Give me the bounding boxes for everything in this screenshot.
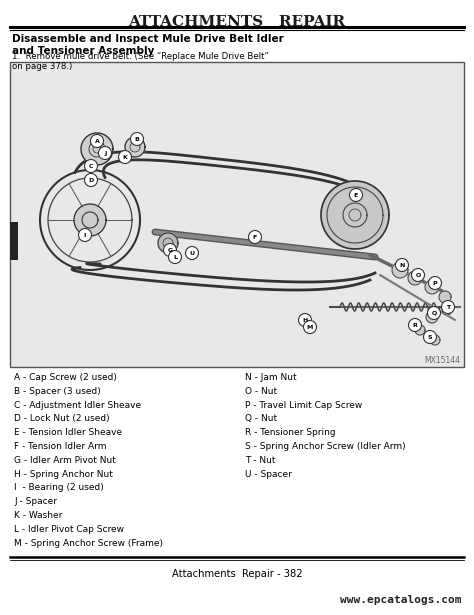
Polygon shape [158,233,178,253]
Text: H: H [302,317,308,322]
Text: www.epcatalogs.com: www.epcatalogs.com [340,595,462,605]
Text: MX15144: MX15144 [424,356,460,365]
Text: O - Nut: O - Nut [245,387,277,396]
Polygon shape [408,271,422,285]
Circle shape [441,301,455,314]
Circle shape [91,135,103,148]
Polygon shape [439,291,451,303]
Text: G - Idler Arm Pivot Nut: G - Idler Arm Pivot Nut [14,456,116,465]
Text: C - Adjustment Idler Sheave: C - Adjustment Idler Sheave [14,400,141,410]
Polygon shape [125,137,145,157]
Text: T - Nut: T - Nut [245,456,275,465]
Polygon shape [81,133,113,165]
Polygon shape [392,262,408,278]
Text: N: N [399,263,405,268]
Text: P - Travel Limit Cap Screw: P - Travel Limit Cap Screw [245,400,362,410]
Circle shape [303,320,317,333]
Circle shape [130,132,144,146]
Text: R: R [412,322,418,328]
Text: O: O [415,272,420,277]
Text: U - Spacer: U - Spacer [245,470,292,478]
Polygon shape [442,305,452,315]
Text: B: B [135,137,139,141]
Text: C: C [89,164,93,169]
Circle shape [423,330,437,344]
Text: H - Spring Anchor Nut: H - Spring Anchor Nut [14,470,113,478]
Circle shape [428,306,440,320]
Circle shape [349,189,363,202]
Bar [10,62,464,367]
Polygon shape [415,325,425,335]
Circle shape [428,277,441,290]
Text: F: F [253,234,257,239]
Text: Attachments  Repair - 382: Attachments Repair - 382 [172,569,302,579]
Circle shape [409,319,421,331]
Text: A: A [94,138,100,143]
Text: L: L [173,255,177,260]
Bar [10,222,18,260]
Text: S - Spring Anchor Screw (Idler Arm): S - Spring Anchor Screw (Idler Arm) [245,442,406,451]
Text: G: G [167,247,173,253]
Circle shape [299,314,311,327]
Text: E: E [354,192,358,197]
Circle shape [164,244,176,256]
Text: U: U [190,250,194,255]
Text: E - Tension Idler Sheave: E - Tension Idler Sheave [14,428,122,437]
Text: 1.  Remove mule drive belt. (See “Replace Mule Drive Belt”
on page 378.): 1. Remove mule drive belt. (See “Replace… [12,52,269,71]
Text: M: M [307,325,313,330]
Polygon shape [74,204,106,236]
Text: L - Idler Pivot Cap Screw: L - Idler Pivot Cap Screw [14,525,124,534]
Text: ATTACHMENTS   REPAIR: ATTACHMENTS REPAIR [128,15,346,29]
Circle shape [99,146,111,159]
Circle shape [185,247,199,260]
Circle shape [79,229,91,242]
Text: P: P [433,280,438,285]
Text: A - Cap Screw (2 used): A - Cap Screw (2 used) [14,373,117,382]
Text: D - Lock Nut (2 used): D - Lock Nut (2 used) [14,415,109,423]
Polygon shape [426,311,438,323]
Text: Disassemble and Inspect Mule Drive Belt Idler
and Tensioner Assembly: Disassemble and Inspect Mule Drive Belt … [12,34,284,55]
Text: K - Washer: K - Washer [14,511,63,520]
Circle shape [411,269,425,282]
Text: I  - Bearing (2 used): I - Bearing (2 used) [14,483,104,493]
Text: R - Tensioner Spring: R - Tensioner Spring [245,428,336,437]
Text: N - Jam Nut: N - Jam Nut [245,373,297,382]
Text: J: J [104,151,106,156]
Circle shape [118,151,131,164]
Text: B - Spacer (3 used): B - Spacer (3 used) [14,387,101,396]
Circle shape [168,250,182,263]
Circle shape [395,258,409,271]
Polygon shape [430,335,440,345]
Circle shape [84,173,98,186]
Text: I: I [84,232,86,237]
Text: T: T [446,304,450,309]
Polygon shape [425,280,439,294]
Text: Q: Q [431,311,437,315]
Text: S: S [428,335,432,339]
Text: D: D [88,178,94,183]
Circle shape [84,159,98,172]
Polygon shape [321,181,389,249]
Text: F - Tension Idler Arm: F - Tension Idler Arm [14,442,107,451]
Circle shape [248,231,262,244]
Text: K: K [123,154,128,159]
Text: Q - Nut: Q - Nut [245,415,277,423]
Text: J - Spacer: J - Spacer [14,497,57,506]
Text: M - Spring Anchor Screw (Frame): M - Spring Anchor Screw (Frame) [14,539,163,547]
